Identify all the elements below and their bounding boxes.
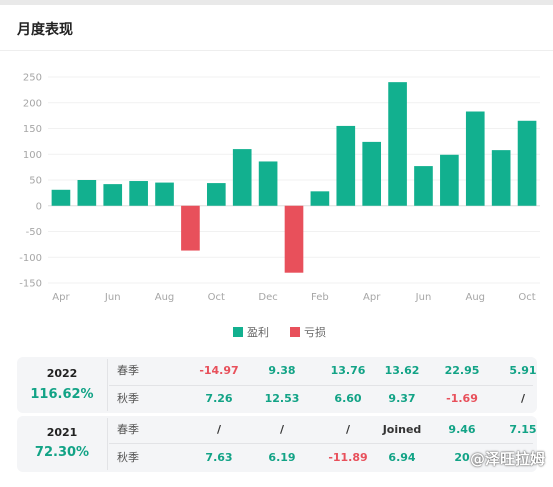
y-tick-label: 250 — [23, 73, 42, 84]
x-tick-label: Apr — [52, 292, 70, 303]
return-value: 20 — [454, 451, 470, 464]
return-value: 9.37 — [388, 392, 416, 405]
x-tick-label: Jun — [104, 292, 121, 303]
bar — [440, 154, 459, 206]
return-value: 12.53 — [264, 392, 300, 405]
season-label: 春季 — [117, 364, 139, 377]
top-bar — [0, 0, 553, 5]
return-value: 7.15 — [509, 423, 537, 436]
return-value: Joined — [382, 423, 422, 436]
bar — [206, 183, 226, 206]
y-tick-label: 200 — [23, 98, 42, 109]
bar — [232, 149, 252, 206]
card-total-return: 116.62% — [30, 387, 94, 402]
return-value: -14.97 — [199, 364, 239, 377]
y-tick-label: -50 — [26, 227, 42, 238]
return-value: 5.91 — [509, 364, 537, 377]
page-title: 月度表现 — [17, 22, 73, 38]
return-value: / — [216, 423, 222, 436]
bar — [103, 184, 123, 206]
x-tick-label: Oct — [208, 292, 225, 303]
x-tick-label: Feb — [311, 292, 329, 303]
return-value: 6.60 — [334, 392, 362, 405]
season-row: 春季 / / / Joined 9.46 7.15 — [109, 416, 537, 443]
x-tick-label: Aug — [155, 292, 175, 303]
watermark-text: @泽旺拉姆 — [469, 450, 545, 468]
return-value: -1.69 — [446, 392, 478, 405]
bar — [77, 180, 97, 206]
card-year: 2021 — [46, 426, 78, 439]
bar — [336, 125, 356, 206]
card-divider — [107, 359, 108, 411]
return-value: / — [520, 392, 526, 405]
legend-label: 盈利 — [247, 326, 269, 339]
bar — [362, 141, 382, 206]
season-label: 秋季 — [117, 451, 139, 464]
y-tick-label: 100 — [23, 150, 42, 161]
return-value: 7.26 — [205, 392, 233, 405]
season-row: 春季 -14.97 9.38 13.76 13.62 22.95 5.91 — [109, 357, 537, 384]
x-tick-label: Aug — [465, 292, 485, 303]
bar — [284, 205, 304, 273]
season-row: 秋季 7.26 12.53 6.60 9.37 -1.69 / — [109, 385, 537, 412]
card-year: 2022 — [46, 367, 78, 380]
performance-card-2022: 2022 116.62% 春季 -14.97 9.38 13.76 13.62 22.95… — [17, 357, 537, 413]
season-label: 春季 — [117, 423, 139, 436]
legend-swatch — [233, 327, 243, 337]
legend-swatch — [290, 327, 300, 337]
bar — [517, 120, 537, 206]
card-total-return: 72.30% — [34, 445, 90, 460]
bar — [129, 181, 148, 206]
bar — [51, 189, 71, 206]
card-divider — [107, 418, 108, 470]
bar — [414, 166, 433, 206]
return-value: 22.95 — [444, 364, 480, 377]
return-value: 6.19 — [268, 451, 296, 464]
bar — [310, 191, 330, 206]
x-tick-label: Oct — [518, 292, 535, 303]
return-value: 13.62 — [384, 364, 420, 377]
bar — [181, 205, 200, 251]
bar — [388, 82, 407, 206]
y-tick-label: -100 — [19, 253, 42, 264]
return-value: -11.89 — [328, 451, 368, 464]
return-value: 7.63 — [205, 451, 233, 464]
return-value: / — [345, 423, 351, 436]
bar — [258, 161, 278, 206]
section-header: 月度表现 — [0, 5, 553, 51]
x-tick-label: Apr — [363, 292, 381, 303]
return-value: / — [279, 423, 285, 436]
row-divider — [109, 385, 533, 386]
bar — [465, 111, 485, 206]
return-value: 13.76 — [330, 364, 366, 377]
return-value: 9.38 — [268, 364, 296, 377]
y-tick-label: -150 — [19, 279, 42, 290]
y-tick-label: 150 — [23, 124, 42, 135]
season-label: 秋季 — [117, 392, 139, 405]
bar — [155, 182, 174, 206]
return-value: 6.94 — [388, 451, 416, 464]
y-tick-label: 0 — [36, 201, 42, 212]
y-tick-label: 50 — [29, 176, 42, 187]
legend-label: 亏损 — [304, 325, 326, 339]
x-tick-label: Jun — [415, 292, 432, 303]
return-value: 9.46 — [448, 423, 476, 436]
bar — [491, 150, 511, 206]
x-tick-label: Dec — [258, 292, 277, 303]
monthly-bar-chart: 250 200 150 100 50 0 -50 -100 -150 Apr Jun Aug Oct De… — [19, 73, 540, 339]
row-divider — [109, 443, 533, 444]
performance-card-2021: 2021 72.30% 春季 / / / Joined 9.46 7.15 秋季 7.63 6.… — [17, 416, 537, 472]
season-row: 秋季 7.63 6.19 -11.89 6.94 20 — [109, 444, 537, 471]
